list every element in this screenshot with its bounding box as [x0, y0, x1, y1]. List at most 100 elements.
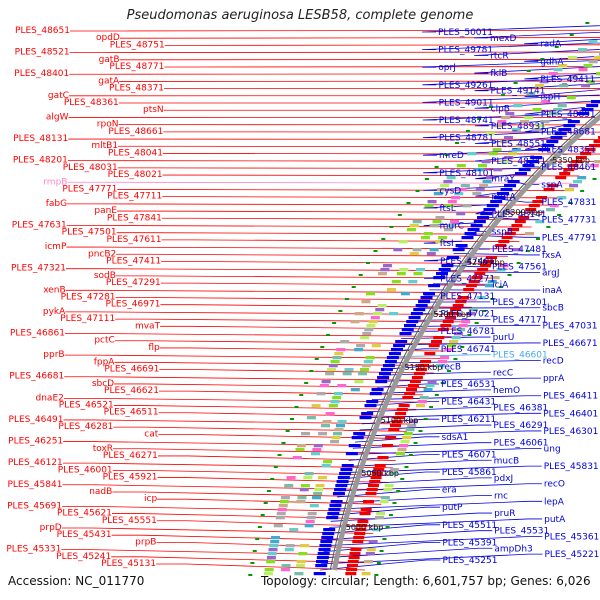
functional-category-block[interactable]: [420, 236, 430, 240]
functional-category-block[interactable]: [363, 360, 373, 364]
gene-label-left[interactable]: PLES_47631: [12, 220, 67, 230]
gene-label-right[interactable]: era: [442, 486, 457, 496]
plus-strand-gene[interactable]: [339, 472, 352, 476]
functional-category-block[interactable]: [450, 220, 460, 224]
minus-strand-gene[interactable]: [395, 412, 407, 416]
gene-label-right[interactable]: PLES_48891: [541, 110, 596, 120]
functional-category-block[interactable]: [446, 176, 456, 180]
gene-label-right[interactable]: PLES_48931: [491, 122, 546, 132]
plus-strand-gene[interactable]: [497, 192, 510, 196]
functional-category-block[interactable]: [511, 248, 521, 252]
gene-label-right[interactable]: ampDh3: [494, 544, 532, 554]
gene-label-left[interactable]: sodB: [94, 271, 116, 281]
functional-category-block[interactable]: [295, 448, 305, 452]
gene-label-left[interactable]: PLES_47841: [107, 213, 162, 223]
functional-category-block[interactable]: [336, 424, 346, 428]
plus-strand-gene[interactable]: [467, 228, 480, 232]
functional-category-block[interactable]: [406, 228, 416, 232]
functional-category-block[interactable]: [323, 460, 333, 464]
functional-category-block[interactable]: [365, 552, 375, 556]
gene-label-left[interactable]: prpD: [40, 523, 62, 533]
functional-category-block[interactable]: [286, 476, 296, 480]
plus-strand-gene[interactable]: [316, 560, 329, 564]
functional-category-block[interactable]: [312, 448, 322, 452]
gene-label-right[interactable]: PLES_47401: [440, 257, 495, 267]
plus-strand-gene[interactable]: [554, 132, 567, 136]
gene-label-right[interactable]: PLES_46401: [543, 409, 598, 419]
gene-label-right[interactable]: sbcB: [542, 304, 564, 314]
gene-label-left[interactable]: PLES_48201: [13, 156, 68, 166]
functional-category-block[interactable]: [532, 108, 542, 112]
functional-category-block[interactable]: [328, 364, 338, 368]
functional-category-block[interactable]: [306, 416, 316, 420]
gene-label-right[interactable]: ftsL: [440, 204, 456, 214]
functional-category-block[interactable]: [435, 364, 445, 368]
gene-label-right[interactable]: PLES_50011: [438, 28, 493, 38]
minus-strand-gene[interactable]: [365, 492, 377, 496]
gene-label-left[interactable]: PLES_45431: [57, 530, 112, 540]
minus-strand-gene[interactable]: [465, 284, 477, 288]
functional-category-block[interactable]: [416, 404, 426, 408]
gene-label-left[interactable]: PLES_47111: [60, 314, 115, 324]
gene-label-left[interactable]: PLES_47501: [62, 228, 117, 238]
gene-label-right[interactable]: PLES_45391: [442, 538, 497, 548]
functional-category-block[interactable]: [438, 236, 448, 240]
gene-label-right[interactable]: hemO: [493, 386, 520, 396]
functional-category-block[interactable]: [312, 496, 322, 500]
functional-category-block[interactable]: [342, 372, 352, 376]
functional-category-block[interactable]: [500, 140, 510, 144]
functional-category-block[interactable]: [285, 544, 295, 548]
gene-label-left[interactable]: PLES_48661: [108, 127, 163, 137]
gene-label-right[interactable]: PLES_49141: [491, 87, 546, 97]
plus-strand-gene[interactable]: [433, 276, 446, 280]
functional-category-block[interactable]: [268, 548, 278, 552]
functional-category-block[interactable]: [366, 324, 376, 328]
functional-category-block[interactable]: [433, 192, 443, 196]
gene-label-right[interactable]: purU: [493, 333, 515, 343]
minus-strand-gene[interactable]: [424, 352, 436, 356]
plus-strand-gene[interactable]: [530, 156, 543, 160]
gene-label-left[interactable]: rmpB: [43, 177, 67, 187]
functional-category-block[interactable]: [361, 364, 371, 368]
minus-strand-gene[interactable]: [354, 532, 366, 536]
minus-strand-gene[interactable]: [363, 500, 375, 504]
functional-category-block[interactable]: [548, 72, 558, 76]
functional-category-block[interactable]: [437, 360, 447, 364]
minus-strand-gene[interactable]: [374, 464, 386, 468]
functional-category-block[interactable]: [334, 352, 344, 356]
functional-category-block[interactable]: [297, 496, 307, 500]
minus-strand-gene[interactable]: [536, 196, 548, 200]
plus-strand-gene[interactable]: [316, 556, 329, 560]
functional-category-block[interactable]: [298, 552, 308, 556]
gene-label-right[interactable]: PLES_45221: [544, 550, 599, 560]
gene-label-right[interactable]: PLES_46291: [493, 421, 548, 431]
gene-label-left[interactable]: rpoN: [97, 120, 119, 130]
functional-category-block[interactable]: [330, 400, 340, 404]
plus-strand-gene[interactable]: [435, 272, 448, 276]
functional-category-block[interactable]: [269, 544, 279, 548]
minus-strand-gene[interactable]: [417, 364, 429, 368]
plus-strand-gene[interactable]: [380, 368, 393, 372]
plus-strand-gene[interactable]: [375, 380, 388, 384]
minus-strand-gene[interactable]: [347, 560, 359, 564]
functional-category-block[interactable]: [332, 356, 342, 360]
plus-strand-gene[interactable]: [319, 544, 332, 548]
gene-label-left[interactable]: PLES_46281: [58, 422, 113, 432]
functional-category-block[interactable]: [456, 212, 466, 216]
functional-category-block[interactable]: [535, 220, 545, 224]
plus-strand-gene[interactable]: [337, 476, 350, 480]
functional-category-block[interactable]: [440, 184, 450, 188]
minus-strand-gene[interactable]: [359, 512, 371, 516]
functional-category-block[interactable]: [493, 124, 503, 128]
plus-strand-gene[interactable]: [514, 172, 527, 176]
gene-label-right[interactable]: rnc: [494, 491, 508, 501]
gene-label-left[interactable]: gatA: [98, 76, 120, 86]
functional-category-block[interactable]: [361, 300, 371, 304]
functional-category-block[interactable]: [309, 504, 319, 508]
gene-label-right[interactable]: PLES_48551: [491, 139, 546, 149]
plus-strand-gene[interactable]: [377, 376, 390, 380]
functional-category-block[interactable]: [376, 512, 386, 516]
functional-category-block[interactable]: [275, 516, 285, 520]
functional-category-block[interactable]: [280, 568, 290, 572]
